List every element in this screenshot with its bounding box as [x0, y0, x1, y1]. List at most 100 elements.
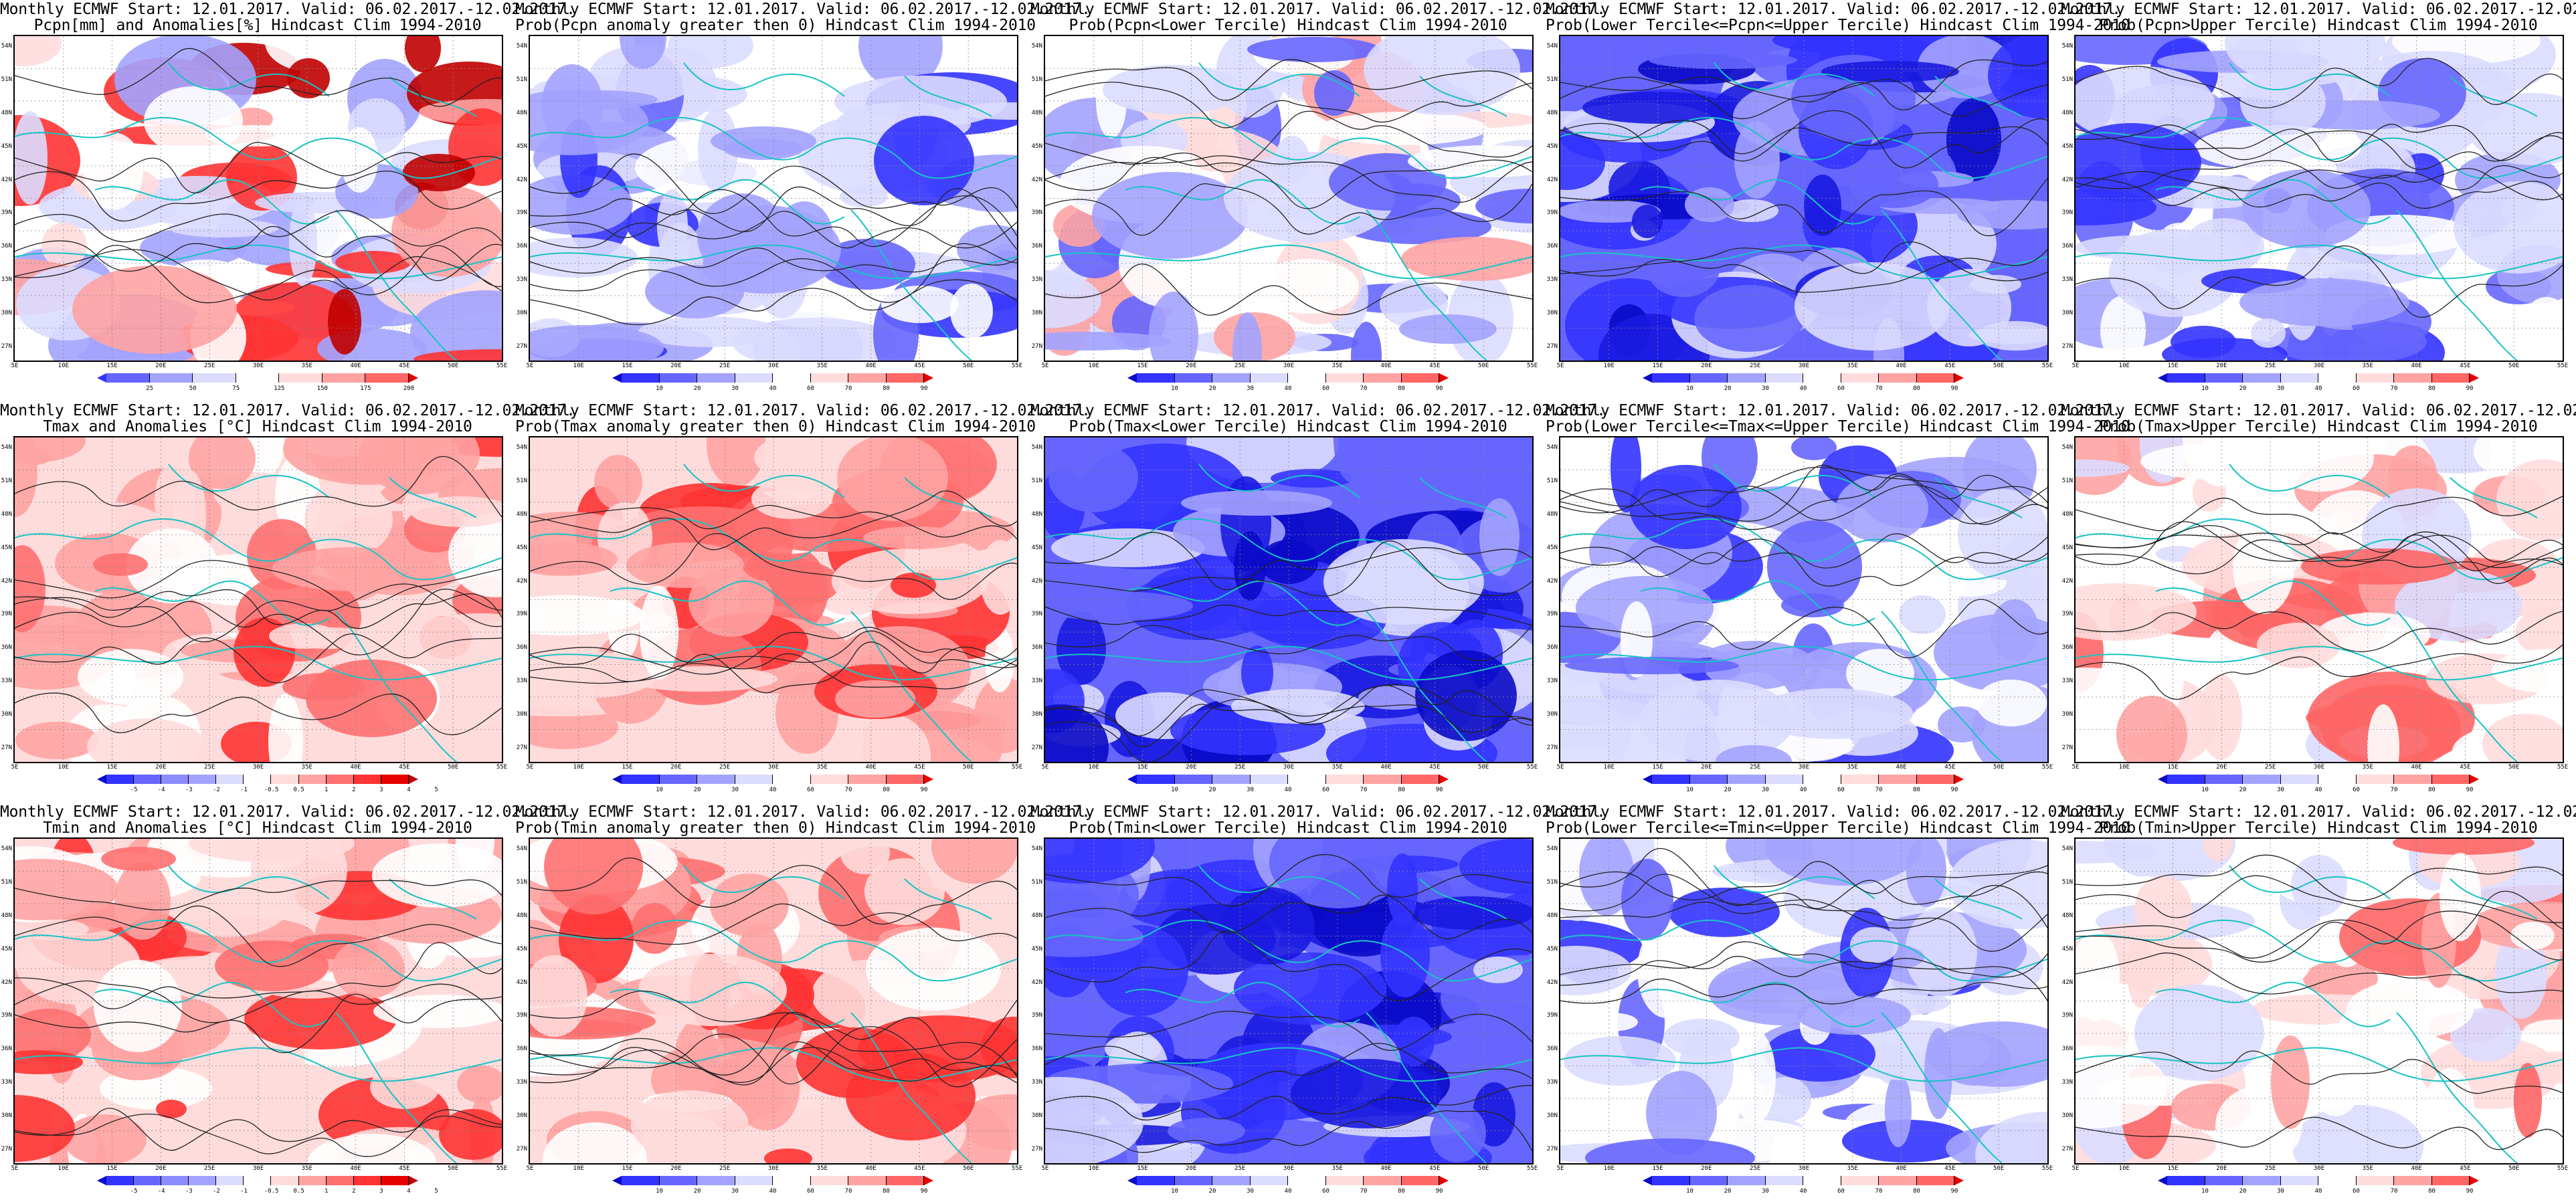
lat-label: 36N	[2061, 243, 2073, 250]
lat-label: 51N	[1031, 477, 1042, 484]
shaded-region	[1934, 614, 2047, 692]
coastline	[15, 116, 502, 179]
lon-label: 30E	[252, 764, 264, 771]
lat-label: 33N	[516, 678, 527, 685]
contour-line	[1560, 956, 2047, 1001]
lat-label: 45N	[516, 544, 527, 551]
lon-label: 45E	[914, 363, 925, 369]
shaded-region	[2510, 922, 2555, 950]
lat-label: 30N	[2061, 310, 2073, 317]
color-bar-ticks: 10 20 30 40 60 70 80 90	[612, 385, 933, 395]
lon-label: 50E	[963, 363, 974, 369]
contour-line	[2076, 245, 2563, 318]
shaded-region	[2076, 123, 2201, 202]
shaded-region	[2301, 548, 2458, 585]
color-bar-segment	[1728, 373, 1766, 383]
panel-title-line1: Monthly ECMWF Start: 12.01.2017. Valid: …	[2061, 803, 2576, 821]
lon-label: 15E	[1137, 764, 1148, 771]
lon-label: 35E	[1331, 1165, 1343, 1172]
shaded-region	[530, 542, 618, 576]
shaded-region	[2496, 460, 2563, 541]
color-bar-arrow-right	[1954, 775, 1964, 784]
lat-label: 45N	[516, 945, 527, 952]
lon-label: 15E	[106, 764, 118, 771]
lat-label: 30N	[2061, 1112, 2073, 1120]
shaded-region	[834, 76, 1007, 128]
map-panel: Monthly ECMWF Start: 12.01.2017. Valid: …	[0, 0, 575, 401]
color-bar-tick-label: 60	[807, 1188, 814, 1195]
lon-label: 55E	[496, 764, 508, 771]
lat-label: 30N	[1, 1112, 12, 1120]
lat-label: 39N	[1546, 1012, 1558, 1019]
color-bar-tick-label: 60	[1837, 787, 1845, 793]
lat-label: 30N	[1, 711, 12, 718]
lat-label: 54N	[1546, 444, 1558, 451]
color-bar-segment	[326, 1176, 354, 1185]
lon-label: 25E	[1750, 764, 1761, 771]
lon-label: 40E	[2411, 1165, 2422, 1172]
contour-line	[1045, 59, 1532, 101]
color-bar-ticks: 10 20 30 40 60 70 80 90	[2158, 1188, 2479, 1197]
color-bar	[1643, 1176, 1964, 1185]
shaded-region	[1045, 332, 1172, 350]
lon-label: 55E	[1526, 764, 1538, 771]
map-panel: Monthly ECMWF Start: 12.01.2017. Valid: …	[515, 0, 1091, 401]
shaded-region	[15, 1095, 75, 1162]
color-bar-tick-label: 90	[1950, 1188, 1958, 1195]
color-bar-tick-label: 60	[1322, 1188, 1329, 1195]
lat-label: 51N	[2061, 76, 2073, 83]
panel-title-line2: Prob(Tmax<Lower Tercile) Hindcast Clim 1…	[1069, 418, 1507, 435]
shaded-region	[1560, 946, 1632, 995]
lon-label: 25E	[204, 1165, 215, 1172]
color-bar-segment	[298, 1176, 327, 1185]
map-panel: Monthly ECMWF Start: 12.01.2017. Valid: …	[1030, 0, 1606, 401]
lon-label: 35E	[2362, 764, 2373, 771]
color-bar-tick-label: 150	[316, 385, 328, 392]
lon-label: 35E	[1331, 363, 1343, 369]
lon-label: 5E	[1556, 764, 1564, 771]
lon-label: 30E	[1798, 1165, 1810, 1172]
lat-label: 36N	[516, 243, 527, 250]
shaded-region	[410, 496, 502, 527]
shaded-region	[840, 186, 888, 207]
color-bar-segment	[2205, 373, 2243, 383]
map-panel: Monthly ECMWF Start: 12.01.2017. Valid: …	[2061, 0, 2576, 401]
shaded-region	[710, 874, 789, 936]
shaded-region	[15, 918, 89, 940]
color-bar-tick-label: 40	[769, 787, 777, 793]
contour-line	[530, 627, 1017, 675]
coastline	[530, 518, 1017, 581]
contour-line	[530, 1011, 1017, 1078]
shaded-region	[2076, 66, 2215, 141]
map-panel: Monthly ECMWF Start: 12.01.2017. Valid: …	[0, 803, 575, 1204]
lon-label: 15E	[2167, 764, 2179, 771]
shaded-region	[1988, 36, 2047, 118]
lat-label: 45N	[1546, 142, 1558, 150]
color-bar-tick-label: 10	[1686, 385, 1693, 392]
color-bar-tick-label: 30	[1247, 1188, 1254, 1195]
lon-label: 15E	[1137, 363, 1148, 369]
shaded-region	[2395, 569, 2522, 641]
contour-line	[2076, 165, 2563, 191]
shaded-region	[1181, 490, 1332, 516]
contour-line	[530, 243, 1017, 303]
lon-label: 55E	[2557, 1165, 2569, 1172]
lon-label: 40E	[865, 1165, 877, 1172]
color-bar-tick-label: 90	[2466, 385, 2474, 392]
color-bar	[2158, 1176, 2479, 1185]
color-bar-tick-label: -4	[157, 787, 165, 793]
color-bar-arrow-right	[1439, 373, 1449, 383]
shaded-region	[1232, 312, 1262, 361]
color-bar-segment	[735, 373, 773, 383]
color-bar-tick-label: 30	[2277, 385, 2284, 392]
color-bar-ticks: 10 20 30 40 60 70 80 90	[1127, 385, 1449, 395]
lat-label: 48N	[1, 109, 12, 116]
color-bar-segment	[1765, 775, 1803, 784]
lon-label: 45E	[399, 363, 410, 369]
shaded-region	[530, 90, 648, 155]
map-panel: Monthly ECMWF Start: 12.01.2017. Valid: …	[1546, 0, 2130, 401]
coastline	[15, 645, 502, 681]
lat-label: 36N	[1, 243, 12, 250]
color-bar-tick-label: 20	[1724, 385, 1732, 392]
shaded-region	[1333, 437, 1372, 483]
